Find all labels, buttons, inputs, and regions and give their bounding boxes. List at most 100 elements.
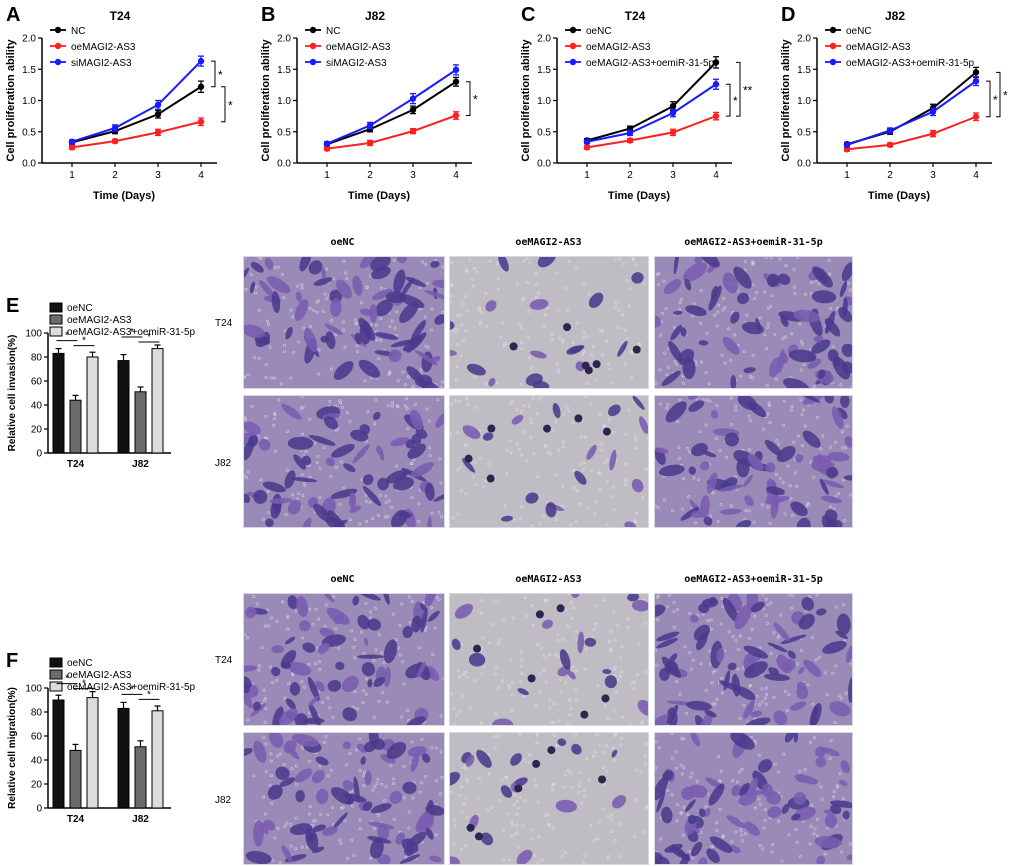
- y-axis-label: Cell proliferation ability: [520, 39, 532, 162]
- membrane-pore: [614, 838, 618, 842]
- stained-cell: [409, 409, 424, 431]
- y-tick-label: 0.5: [277, 127, 291, 138]
- data-point: [111, 124, 119, 132]
- membrane-pore: [515, 282, 519, 286]
- stained-cell: [555, 799, 578, 813]
- membrane-pore: [681, 833, 685, 837]
- stained-cell: [266, 276, 291, 294]
- stained-cell: [287, 661, 312, 676]
- legend-label: oeNC: [67, 658, 93, 669]
- micrograph-row-label: T24: [215, 655, 233, 666]
- membrane-pore: [643, 762, 647, 766]
- micrograph-texture: [450, 594, 648, 725]
- membrane-pore: [729, 396, 733, 400]
- membrane-pore: [386, 514, 390, 518]
- stained-cell: [584, 637, 597, 647]
- membrane-pore: [528, 760, 532, 764]
- membrane-pore: [689, 775, 693, 779]
- membrane-pore: [598, 328, 602, 332]
- data-point: [972, 69, 980, 76]
- membrane-pore: [441, 380, 444, 384]
- membrane-pore: [548, 706, 552, 710]
- membrane-pore: [850, 385, 852, 388]
- membrane-pore: [321, 700, 325, 704]
- cell-nucleus: [574, 414, 583, 423]
- membrane-pore: [408, 620, 412, 624]
- stained-cell: [410, 462, 435, 478]
- data-point: [929, 108, 937, 115]
- membrane-pore: [268, 783, 272, 787]
- stained-cell: [666, 704, 679, 725]
- stained-cell: [840, 760, 851, 774]
- membrane-pore: [536, 475, 540, 479]
- stained-cell: [315, 756, 329, 766]
- membrane-pore: [672, 325, 676, 329]
- micrograph-texture: [655, 257, 852, 388]
- stained-cell: [802, 430, 821, 448]
- membrane-pore: [776, 770, 780, 774]
- data-point: [669, 129, 677, 136]
- stained-cell: [362, 486, 382, 507]
- membrane-pore: [461, 338, 465, 342]
- stained-cell: [362, 801, 373, 812]
- stained-cell: [263, 819, 276, 831]
- micrograph-column-title: oeMAGI2-AS3: [515, 237, 582, 248]
- membrane-pore: [662, 279, 666, 283]
- membrane-pore: [645, 806, 648, 810]
- membrane-pore: [634, 263, 638, 267]
- membrane-pore: [763, 696, 767, 700]
- membrane-pore: [421, 260, 425, 264]
- membrane-pore: [720, 676, 724, 680]
- membrane-pore: [353, 690, 357, 694]
- legend-label: oeMAGI2-AS3+oemiR-31-5p: [67, 682, 196, 693]
- membrane-pore: [586, 506, 590, 510]
- membrane-pore: [542, 598, 546, 602]
- membrane-pore: [497, 642, 501, 646]
- membrane-pore: [382, 661, 386, 665]
- membrane-pore: [602, 424, 606, 428]
- membrane-pore: [425, 407, 429, 411]
- stained-cell: [624, 521, 637, 527]
- membrane-pore: [569, 523, 573, 527]
- y-tick-label: 1.0: [797, 96, 811, 107]
- membrane-pore: [743, 260, 747, 264]
- membrane-pore: [267, 322, 271, 326]
- stained-cell: [790, 701, 807, 711]
- stained-cell: [308, 260, 323, 275]
- stained-cell: [342, 707, 358, 722]
- membrane-pore: [760, 687, 764, 691]
- membrane-pore: [517, 447, 521, 451]
- membrane-pore: [631, 681, 635, 685]
- membrane-pore: [680, 772, 684, 776]
- stained-cell: [352, 595, 360, 606]
- membrane-pore: [493, 672, 497, 676]
- membrane-pore: [407, 719, 411, 723]
- membrane-pore: [368, 500, 372, 504]
- stained-cell: [631, 272, 644, 284]
- stained-cell: [611, 749, 618, 758]
- membrane-pore: [270, 802, 274, 806]
- stained-cell: [604, 675, 618, 689]
- membrane-pore: [300, 636, 304, 640]
- stained-cell: [406, 332, 427, 353]
- membrane-pore: [560, 505, 564, 509]
- data-point: [626, 137, 634, 144]
- membrane-pore: [656, 506, 660, 510]
- stained-cell: [706, 848, 720, 863]
- membrane-pore: [358, 827, 362, 831]
- membrane-pore: [556, 632, 560, 636]
- membrane-pore: [794, 828, 798, 832]
- membrane-pore: [842, 603, 846, 607]
- stained-cell: [289, 682, 301, 696]
- membrane-pore: [313, 441, 317, 445]
- stained-cell: [293, 454, 307, 470]
- membrane-pore: [450, 294, 453, 298]
- membrane-pore: [429, 606, 433, 610]
- stained-cell: [639, 416, 648, 434]
- membrane-pore: [758, 844, 762, 848]
- stained-cell: [690, 614, 699, 623]
- stained-cell: [708, 597, 717, 605]
- cell-nucleus: [632, 345, 641, 354]
- bar: [52, 352, 65, 454]
